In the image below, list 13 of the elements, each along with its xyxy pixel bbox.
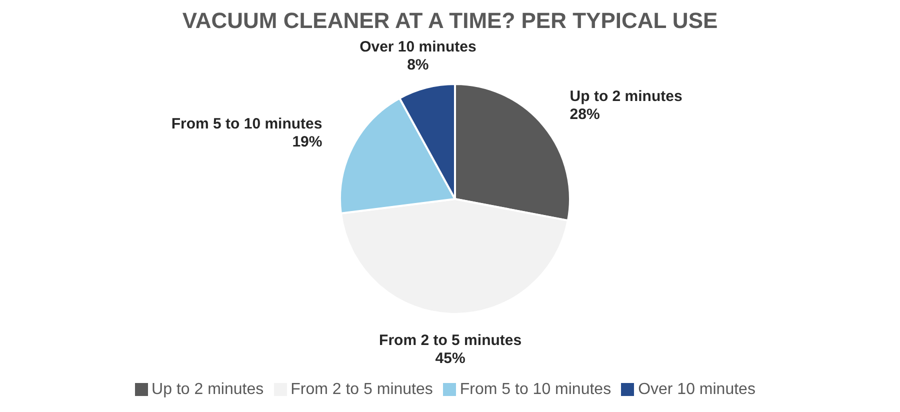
data-label: 28%: [570, 106, 600, 124]
legend-label: Up to 2 minutes: [152, 381, 264, 398]
slice-label: From 5 to 10 minutes: [171, 115, 322, 132]
data-label: 8%: [407, 56, 429, 74]
slice-label: Over 10 minutes: [360, 38, 476, 56]
data-label: 19%: [292, 133, 322, 150]
slice-label: From 2 to 5 minutes: [379, 332, 522, 349]
slice-label: Up to 2 minutes: [570, 88, 682, 106]
legend-label: From 5 to 10 minutes: [460, 381, 612, 398]
legend-label: From 2 to 5 minutes: [290, 381, 433, 398]
data-label: 45%: [435, 350, 466, 367]
chart-title: VACUUM CLEANER AT A TIME? PER TYPICAL USE: [181, 8, 719, 34]
legend-label: Over 10 minutes: [638, 381, 756, 398]
